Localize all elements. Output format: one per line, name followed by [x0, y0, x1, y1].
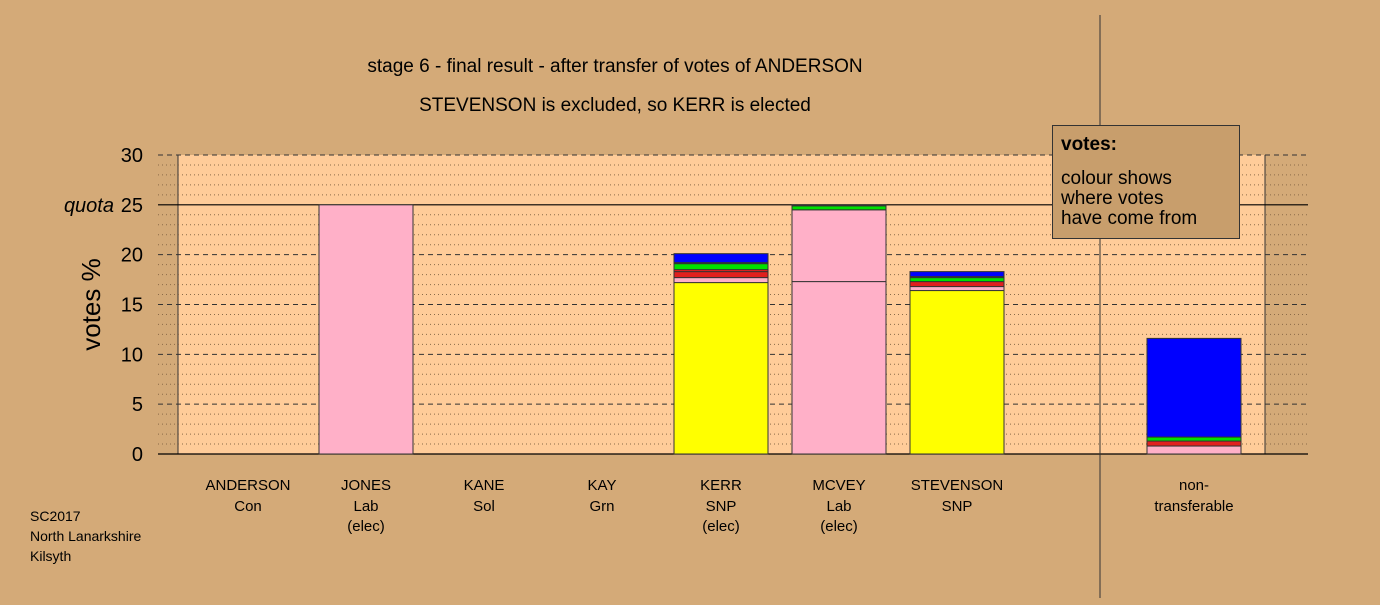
bar-segment [318, 204, 414, 455]
y-axis-label: votes % [76, 258, 106, 351]
source-line: Kilsyth [30, 548, 72, 564]
chart-title: stage 6 - final result - after transfer … [367, 56, 862, 77]
x-category-party: Lab [826, 498, 851, 515]
x-category-party: Lab [353, 498, 378, 515]
bar-segment [791, 281, 887, 455]
bar-segment [1146, 436, 1242, 442]
x-category-name: KAY [588, 477, 617, 494]
bar-segment [673, 253, 769, 264]
y-tick-label: 0 [132, 444, 143, 466]
y-tick-label: 10 [121, 344, 143, 366]
bar-segment [673, 277, 769, 284]
x-category-name: MCVEY [812, 477, 865, 494]
x-category-name: non- [1179, 477, 1209, 494]
bar-segment [673, 282, 769, 455]
bar-segment [909, 286, 1005, 292]
bar-segment [909, 281, 1005, 288]
y-tick-label: 5 [132, 394, 143, 416]
chart-legend: votes: colour shows where votes have com… [1052, 125, 1240, 239]
y-tick-label: 30 [121, 145, 143, 167]
legend-title: votes: [1061, 134, 1117, 155]
bar-segment [673, 271, 769, 279]
x-category-status: (elec) [702, 518, 740, 535]
x-category-party: Con [234, 498, 262, 515]
x-category-status: (elec) [820, 518, 858, 535]
bar-segment [1146, 337, 1242, 438]
bar-segment [1146, 440, 1242, 447]
legend-line: colour shows [1061, 168, 1172, 189]
bar-segment [673, 263, 769, 271]
x-category-party: Grn [589, 498, 614, 515]
source-line: North Lanarkshire [30, 528, 142, 544]
bar-segment [1146, 445, 1242, 455]
legend-body: colour shows where votes have come from [1061, 169, 1231, 229]
quota-label: quota [64, 195, 114, 217]
source-line: SC2017 [30, 508, 81, 524]
x-category-name: JONES [341, 477, 391, 494]
legend-line: have come from [1061, 208, 1198, 229]
legend-line: where votes [1061, 188, 1164, 209]
bar-segment [791, 205, 887, 211]
x-category-party: Sol [473, 498, 495, 515]
bar-segment [791, 204, 887, 207]
chart-subtitle: STEVENSON is excluded, so KERR is electe… [419, 95, 811, 116]
y-tick-label: 25 [121, 195, 143, 217]
bar-segment [909, 290, 1005, 455]
x-category-party: SNP [706, 498, 737, 515]
y-tick-label: 15 [121, 295, 143, 317]
x-category-name: STEVENSON [911, 477, 1004, 494]
source-note: SC2017 North Lanarkshire Kilsyth [30, 506, 141, 566]
bar-segment [909, 271, 1005, 278]
x-category-name: KANE [464, 477, 505, 494]
bar-segment [909, 277, 1005, 283]
y-tick-label: 20 [121, 245, 143, 267]
x-category-status: (elec) [347, 518, 385, 535]
x-category-name: ANDERSON [205, 477, 290, 494]
bar-segment [791, 209, 887, 283]
x-category-name: KERR [700, 477, 742, 494]
x-category-party: SNP [942, 498, 973, 515]
x-category-party: transferable [1154, 498, 1233, 515]
